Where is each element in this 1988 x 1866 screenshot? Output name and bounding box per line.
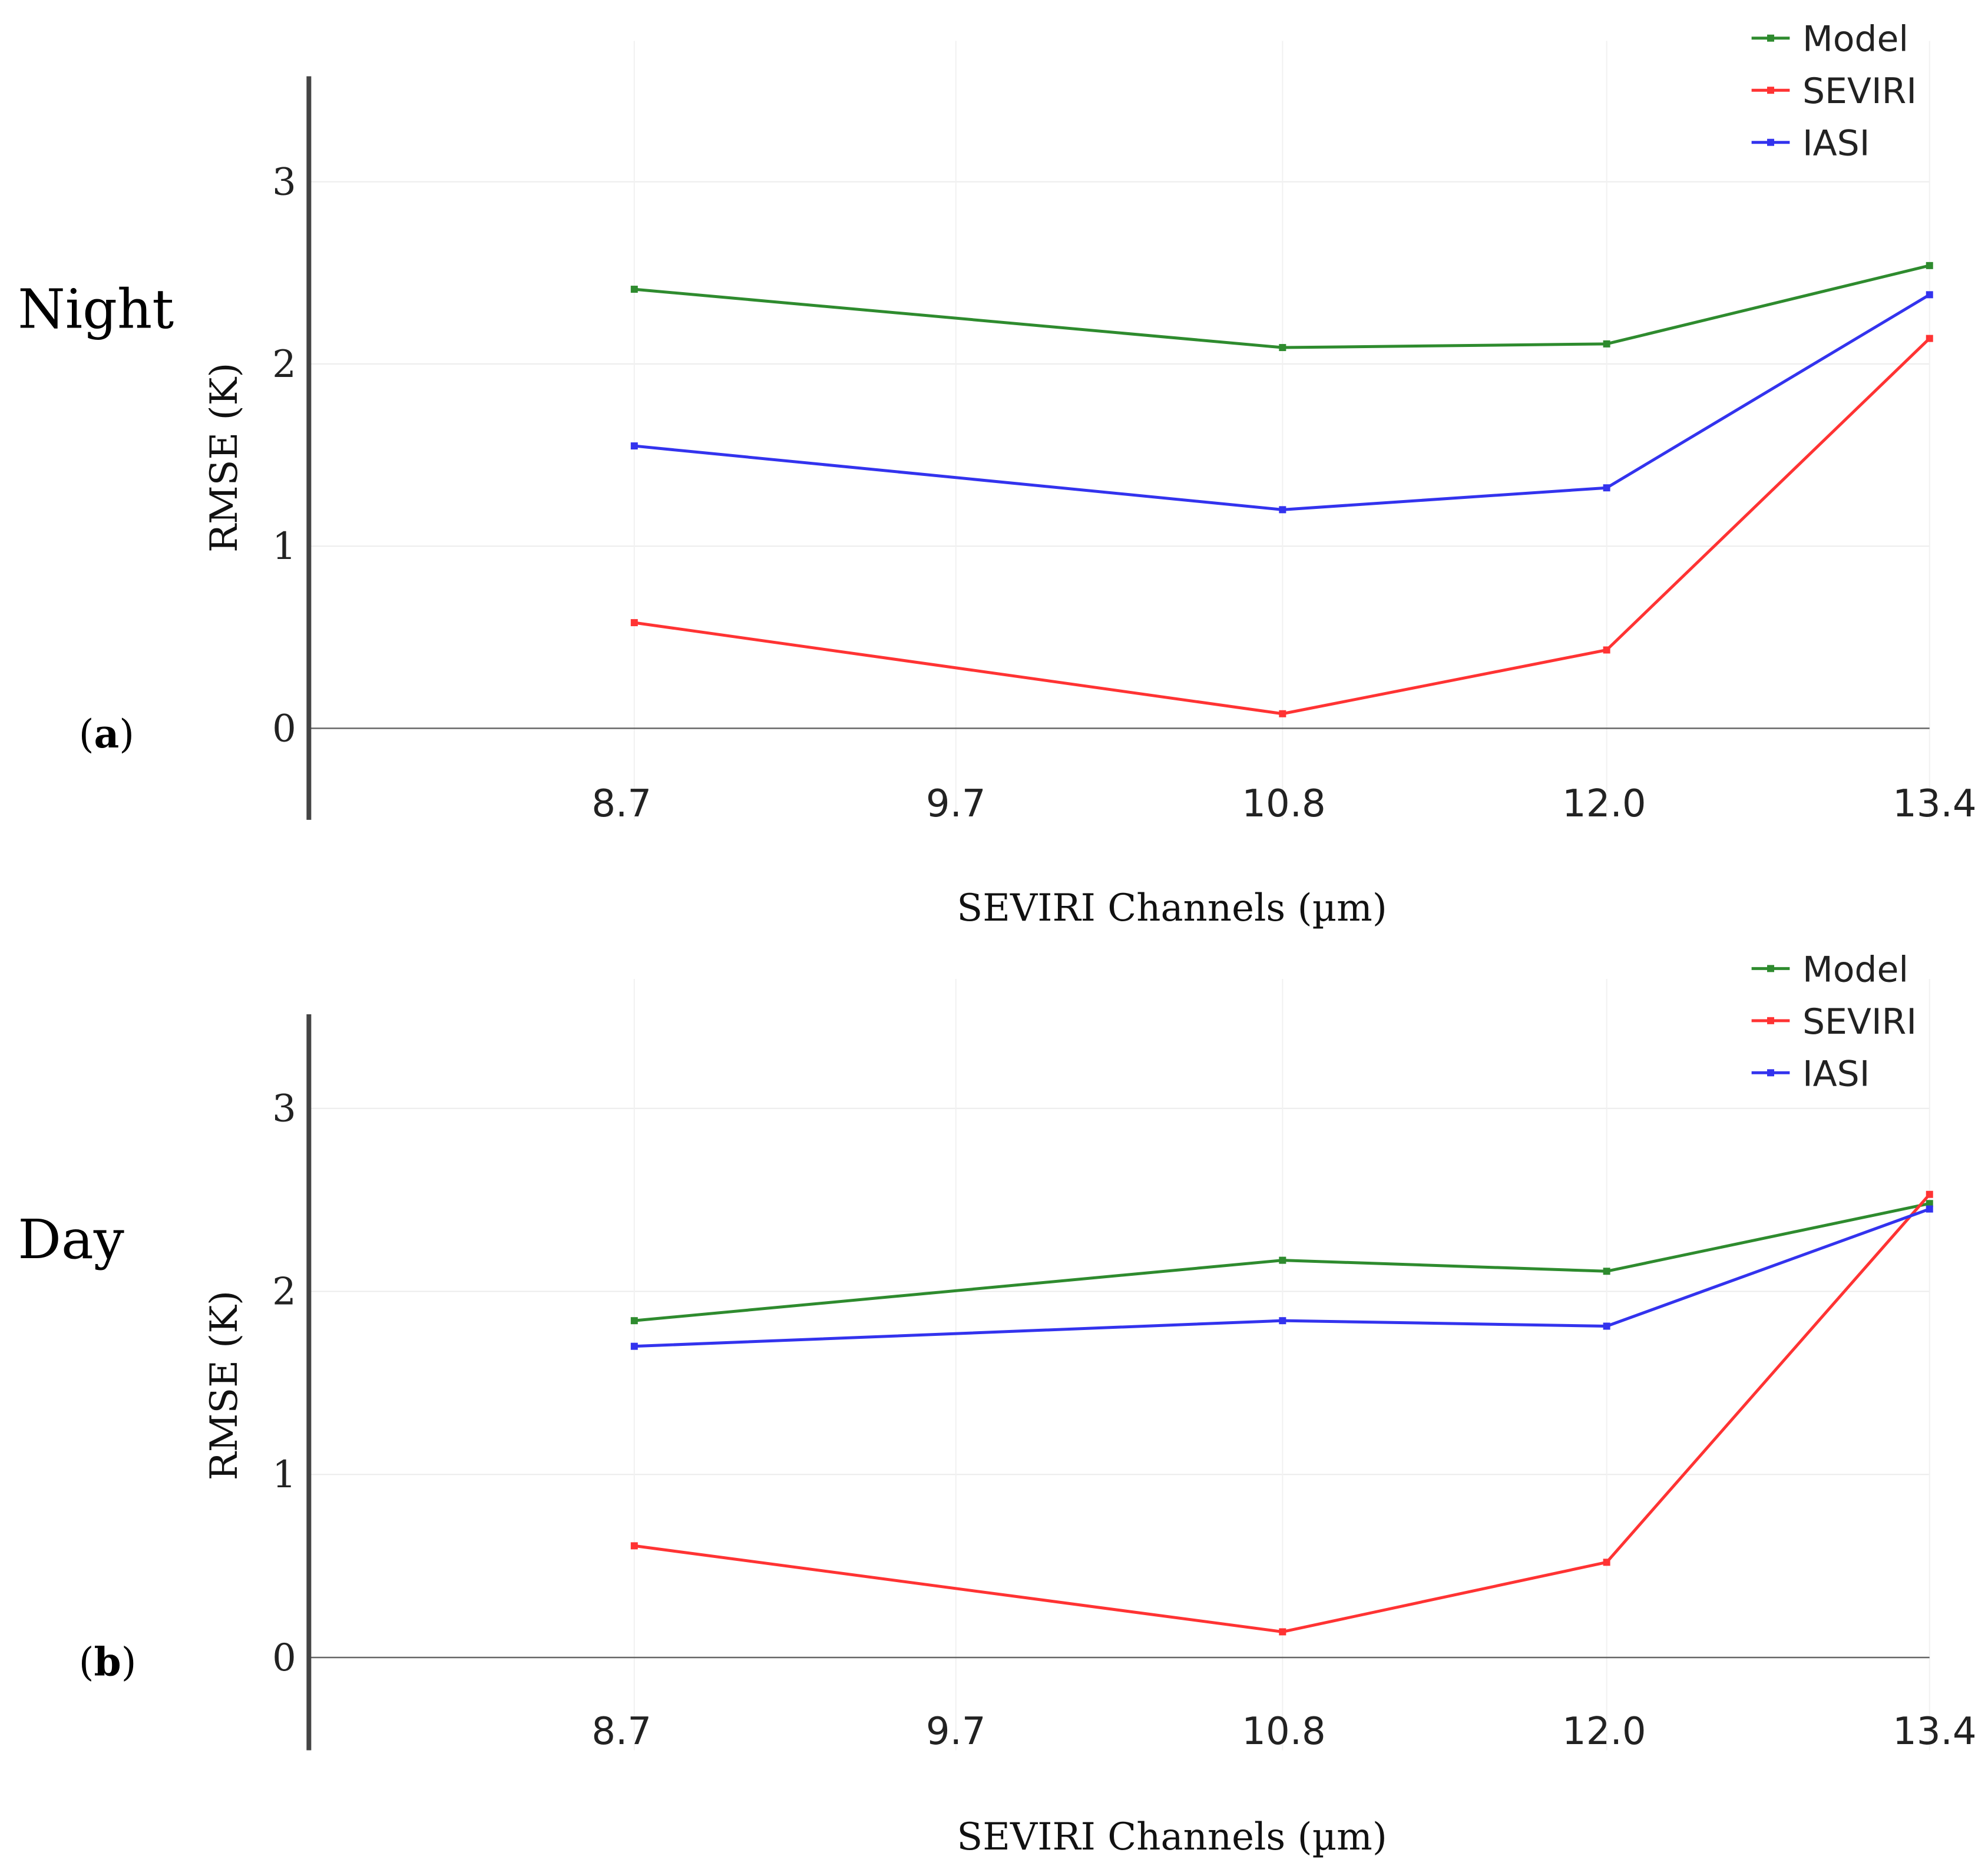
panel-letter: a [94,711,120,757]
data-point [1279,1256,1286,1264]
legend-label: IASI [1802,1053,1870,1094]
y-tick-label: 2 [272,343,296,386]
data-point [630,286,638,293]
x-tick-label: 8.7 [591,1710,651,1753]
data-point [1603,1268,1610,1275]
data-point [630,1317,638,1325]
data-point [1603,1322,1610,1330]
data-point [1926,1200,1933,1207]
data-point [1926,335,1933,342]
legend-label: SEVIRI [1802,71,1917,112]
data-point [1279,344,1286,352]
data-point [1603,484,1610,492]
chart-panel-b: 0 1 2 3 8.7 9.7 10.8 12.0 13.4 SEVIRI Channels (µ… [18,949,1976,1859]
series-iasi [630,291,1933,514]
x-tick-label: 8.7 [591,782,651,826]
legend-marker [1767,1069,1774,1077]
series-line-iasi [634,1207,1930,1348]
x-tick-label: 13.4 [1893,1710,1977,1753]
data-point [630,1342,638,1350]
legend-label: Model [1802,19,1908,60]
series-line-model [634,1202,1930,1322]
series-model [630,262,1933,352]
data-point [1926,262,1933,269]
y-tick-label: 1 [272,525,296,568]
y-tick-label: 3 [272,161,296,204]
x-tick-label: 12.0 [1562,1710,1646,1753]
series-line-model [634,264,1930,349]
data-point [630,1542,638,1550]
legend-label: SEVIRI [1802,1001,1917,1043]
y-tick-label: 1 [272,1453,296,1497]
legend-marker [1767,965,1774,972]
data-point [630,442,638,450]
x-axis-title: SEVIRI Channels (µm) [957,1815,1387,1859]
x-axis-title: SEVIRI Channels (µm) [957,886,1387,930]
y-axis-title: RMSE (K) [203,363,246,552]
x-tick-label: 13.4 [1893,782,1977,826]
x-tick-label: 12.0 [1562,782,1646,826]
row-label: Day [18,1208,124,1271]
data-point [630,619,638,627]
y-tick-label: 2 [272,1270,296,1314]
data-point [1926,1190,1933,1198]
data-point [1926,291,1933,299]
legend-marker [1767,138,1774,146]
x-tick-label: 9.7 [926,782,986,826]
series-seviri [630,1190,1933,1636]
data-point [1926,1205,1933,1213]
legend-label: IASI [1802,123,1870,164]
data-point [1279,506,1286,514]
series-iasi [630,1205,1933,1350]
data-point [1279,1317,1286,1325]
row-label: Night [18,277,174,340]
panel-letter: b [94,1639,121,1685]
data-point [1279,1628,1286,1636]
y-tick-label: 0 [272,1636,296,1680]
chart-panel-a: 0 1 2 3 8.7 9.7 10.8 12.0 13.4 SEVIRI Channels (µ… [18,19,1976,930]
series-line-seviri [634,337,1931,716]
y-tick-label: 3 [272,1087,296,1131]
x-tick-label: 9.7 [926,1710,986,1753]
panel-label: (a) [79,711,134,757]
y-tick-label: 0 [272,707,296,750]
series-model [630,1200,1933,1325]
data-point [1603,340,1610,348]
data-point [1603,1559,1610,1566]
x-tick-label: 10.8 [1242,782,1326,826]
data-point [1279,710,1286,717]
legend-label: Model [1802,949,1908,990]
legend-marker [1767,34,1774,42]
series-line-iasi [634,293,1931,511]
series-line-seviri [634,1193,1931,1633]
data-point [1603,646,1610,654]
x-tick-label: 10.8 [1242,1710,1326,1753]
legend-marker [1767,1017,1774,1024]
legend-marker [1767,87,1774,94]
series-seviri [630,335,1933,717]
panel-label: (b) [79,1639,137,1685]
y-axis-title: RMSE (K) [203,1291,246,1480]
